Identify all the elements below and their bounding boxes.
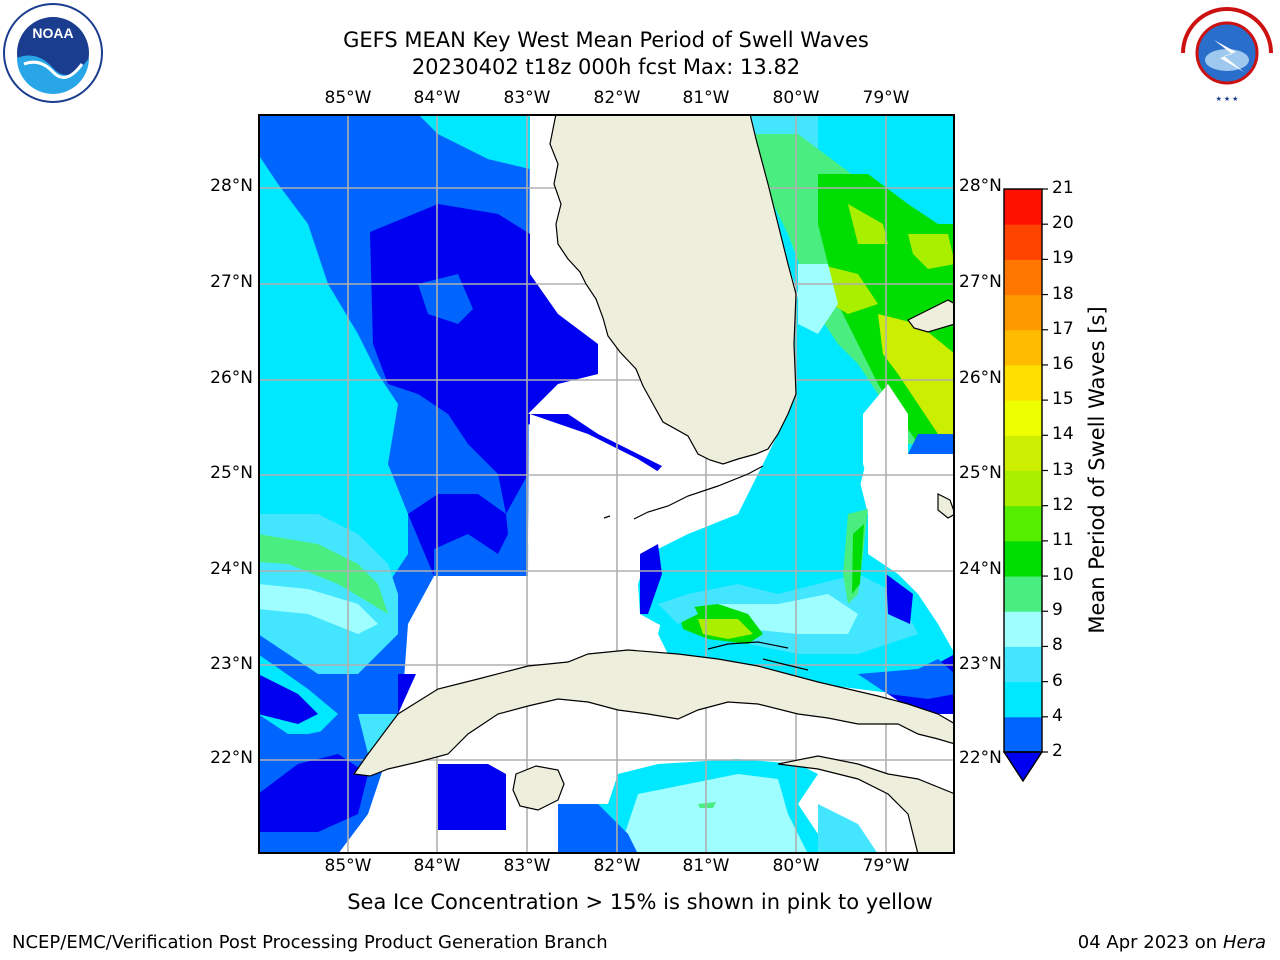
map-frame: [258, 114, 955, 854]
se-land: [777, 755, 955, 854]
colorbar-band: [1004, 646, 1042, 683]
lat-label-right: 22°N: [959, 748, 1002, 768]
colorbar-band: [1004, 576, 1042, 612]
lat-label-right: 23°N: [959, 654, 1002, 674]
lat-label-right: 24°N: [959, 559, 1002, 579]
gulf-deep-core: [370, 204, 598, 514]
colorbar-band: [1004, 611, 1042, 647]
colorbar-tick-label: 11: [1052, 529, 1074, 550]
colorbar-band: [1004, 224, 1042, 260]
atlantic-yellow: [878, 314, 955, 434]
lon-label-bottom: 85°W: [324, 856, 372, 876]
colorbar-band: [1004, 364, 1042, 401]
colorbar-band: [1004, 294, 1042, 331]
lon-label-top: 80°W: [772, 88, 820, 108]
colorbar-bands: [1004, 189, 1042, 753]
footer-date: 04 Apr 2023 on Hera: [1078, 932, 1266, 953]
colorbar-band: [1004, 435, 1042, 471]
colorbar-tick-label: 18: [1052, 283, 1074, 304]
colorbar: [1002, 188, 1048, 783]
lat-label-left: 25°N: [210, 463, 253, 483]
colorbar-band: [1004, 400, 1042, 436]
lon-label-top: 85°W: [324, 88, 372, 108]
colorbar-title: Mean Period of Swell Waves [s]: [1085, 306, 1109, 634]
lat-label-right: 28°N: [959, 176, 1002, 196]
colorbar-tick-label: 6: [1052, 670, 1063, 691]
colorbar-tick-label: 8: [1052, 635, 1063, 656]
colorbar-band: [1004, 681, 1042, 718]
nws-logo: ★ ★ ★: [1178, 4, 1276, 103]
colorbar-under-arrow: [1002, 751, 1044, 783]
colorbar-tick-label: 2: [1052, 741, 1063, 761]
footer-date-text: 04 Apr 2023 on: [1077, 932, 1223, 953]
atlantic-yellowgreen: [848, 204, 888, 244]
straits-deep-edge: [640, 544, 662, 614]
noaa-logo: NOAA: [3, 3, 103, 103]
caribbean-deep: [438, 764, 506, 830]
colorbar-tick-label: 15: [1052, 389, 1074, 410]
noaa-logo-text: NOAA: [32, 25, 73, 41]
lon-label-top: 84°W: [413, 88, 461, 108]
colorbar-tick-label: 12: [1052, 494, 1074, 515]
map-subtitle: 20230402 t18z 000h fcst Max: 13.82: [411, 55, 801, 79]
lon-label-bottom: 79°W: [862, 856, 910, 876]
lat-label-left: 24°N: [210, 559, 253, 579]
florida-land: [549, 114, 797, 465]
gulf-cyan-nw: [418, 114, 530, 169]
wave-period-map: [258, 114, 955, 854]
colorbar-band: [1004, 259, 1042, 296]
colorbar-band: [1004, 189, 1042, 225]
footer-credit: NCEP/EMC/Verification Post Processing Pr…: [12, 932, 608, 953]
gulf-green-band: [258, 534, 388, 614]
colorbar-band: [1004, 505, 1042, 542]
colorbar-band: [1004, 540, 1042, 577]
florida-keys: [603, 465, 809, 671]
lat-label-left: 22°N: [210, 748, 253, 768]
footer-host: Hera: [1222, 932, 1266, 953]
lon-label-bottom: 81°W: [682, 856, 730, 876]
lon-label-top: 81°W: [682, 88, 730, 108]
cuba-land: [352, 649, 955, 777]
colorbar-band: [1004, 470, 1042, 507]
gulf-blue-inner: [418, 274, 473, 324]
lon-label-top: 79°W: [862, 88, 910, 108]
colorbar-band: [1004, 716, 1042, 753]
colorbar-tick-label: 20: [1052, 213, 1074, 234]
lon-label-bottom: 84°W: [413, 856, 461, 876]
lon-label-bottom: 82°W: [593, 856, 641, 876]
lat-label-right: 26°N: [959, 368, 1002, 388]
lon-label-bottom: 83°W: [503, 856, 551, 876]
lon-label-bottom: 80°W: [772, 856, 820, 876]
lat-label-left: 27°N: [210, 272, 253, 292]
map-title: GEFS MEAN Key West Mean Period of Swell …: [343, 28, 869, 52]
colorbar-tick-label: 4: [1052, 705, 1063, 726]
lon-label-top: 82°W: [593, 88, 641, 108]
lat-label-left: 26°N: [210, 368, 253, 388]
isla-juventud-land: [512, 765, 565, 811]
colorbar-tick-label: 21: [1052, 178, 1074, 198]
gulf-deep-south: [408, 494, 508, 576]
colorbar-tick-label: 10: [1052, 565, 1074, 586]
colorbar-tick-label: 14: [1052, 424, 1074, 445]
colorbar-tick-label: 13: [1052, 459, 1074, 480]
bahamas-land: [907, 299, 955, 333]
lon-label-top: 83°W: [503, 88, 551, 108]
lat-label-right: 25°N: [959, 463, 1002, 483]
lat-label-right: 27°N: [959, 272, 1002, 292]
lat-label-left: 28°N: [210, 176, 253, 196]
colorbar-tick-label: 17: [1052, 318, 1074, 339]
colorbar-tick-label: 19: [1052, 248, 1074, 269]
sea-ice-note: Sea Ice Concentration > 15% is shown in …: [347, 890, 933, 914]
keys-white: [528, 414, 662, 544]
lat-label-left: 23°N: [210, 654, 253, 674]
colorbar-tick-label: 9: [1052, 600, 1063, 621]
colorbar-tick-label: 16: [1052, 353, 1074, 374]
svg-text:★ ★ ★: ★ ★ ★: [1216, 95, 1239, 103]
colorbar-band: [1004, 329, 1042, 366]
